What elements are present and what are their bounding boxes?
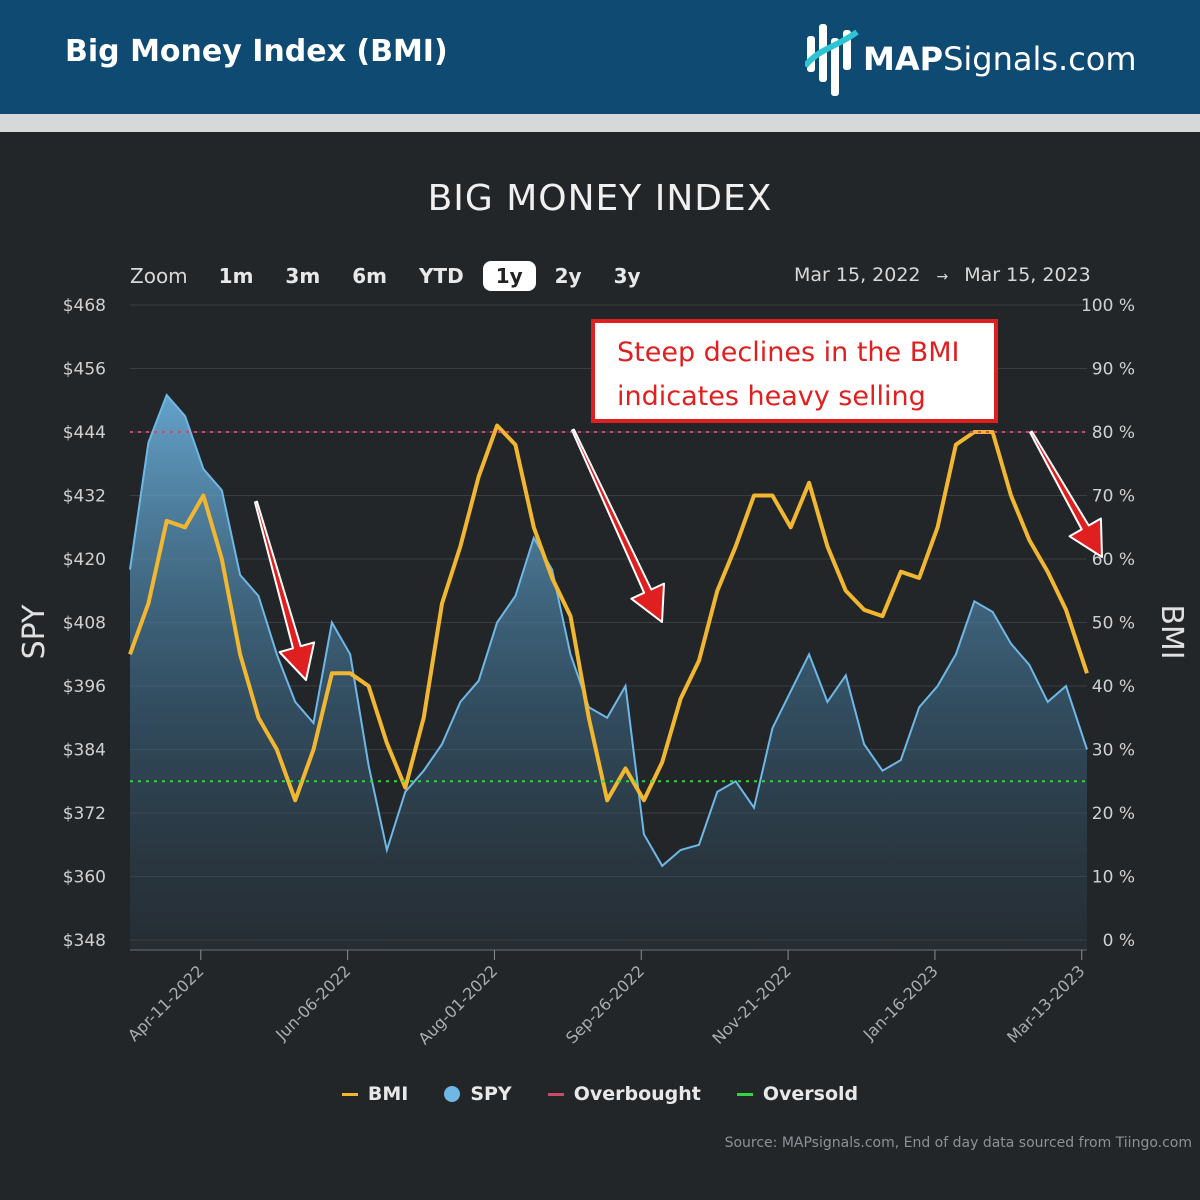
annotation-arrow-icon [571, 428, 665, 623]
legend-label-spy: SPY [470, 1083, 512, 1105]
y-left-tick-label: $360 [63, 868, 106, 888]
zoom-1y-button[interactable]: 1y [482, 261, 536, 291]
zoom-6m-button[interactable]: 6m [352, 264, 387, 288]
y-left-tick-label: $408 [63, 614, 106, 634]
zoom-3m-button[interactable]: 3m [285, 264, 321, 288]
legend-item-spy[interactable]: SPY [444, 1083, 512, 1105]
y-left-tick-label: $468 [63, 296, 106, 316]
source-note: Source: MAPsignals.com, End of day data … [724, 1135, 1192, 1151]
page-title: Big Money Index (BMI) [65, 34, 448, 69]
range-arrow-icon: → [936, 269, 949, 285]
y-right-tick-label: 90 % [1092, 360, 1135, 380]
overbought-legend-swatch-icon [547, 1092, 564, 1096]
x-tick-label: Jan-16-2023 [859, 961, 942, 1044]
y-right-tick-label: 80 % [1092, 423, 1135, 443]
zoom-3y-button[interactable]: 3y [613, 264, 641, 288]
y-left-tick-label: $432 [63, 487, 106, 507]
chart-title: BIG MONEY INDEX [427, 178, 773, 219]
y-left-tick-label: $396 [63, 677, 106, 697]
x-tick-label: Mar-13-2023 [1003, 961, 1088, 1046]
y-left-tick-label: $420 [63, 550, 106, 570]
header-divider [0, 114, 1200, 132]
spy-area-series [130, 395, 1087, 950]
annotation-box: Steep declines in the BMI indicates heav… [591, 319, 998, 423]
spy-legend-swatch-icon [444, 1086, 461, 1102]
y-right-tick-label: 40 % [1092, 677, 1135, 697]
y-left-tick-label: $348 [63, 931, 106, 951]
logo-bold-text: MAP [863, 40, 944, 78]
header-bar: Big Money Index (BMI) MAPSignals.com [0, 0, 1200, 114]
legend-item-bmi[interactable]: BMI [341, 1083, 409, 1105]
y-left-tick-label: $444 [63, 423, 106, 443]
annotation-line-2: indicates heavy selling [617, 381, 926, 412]
date-range: Mar 15, 2022 → Mar 15, 2023 [794, 264, 1091, 286]
zoom-2y-button[interactable]: 2y [554, 264, 582, 288]
zoom-label: Zoom [130, 264, 188, 288]
legend-label-bmi: BMI [367, 1083, 409, 1105]
y-right-tick-label: 70 % [1092, 487, 1135, 507]
legend-label-oversold: Oversold [762, 1083, 859, 1105]
legend-item-oversold[interactable]: Oversold [736, 1083, 859, 1105]
range-start-input[interactable]: Mar 15, 2022 [794, 264, 921, 286]
legend-item-overbought[interactable]: Overbought [547, 1083, 701, 1105]
range-end-input[interactable]: Mar 15, 2023 [964, 264, 1091, 286]
chart-legend: BMI SPY Overbought Oversold [0, 1083, 1200, 1105]
y-right-tick-label: 50 % [1092, 614, 1135, 634]
annotation-text: Steep declines in the BMI indicates heav… [617, 331, 997, 419]
legend-label-overbought: Overbought [573, 1083, 701, 1105]
bmi-legend-swatch-icon [341, 1092, 358, 1096]
annotation-line-1: Steep declines in the BMI [617, 337, 960, 368]
logo-regular-text: Signals.com [943, 40, 1137, 78]
y-left-tick-label: $456 [63, 360, 106, 380]
zoom-1m-button[interactable]: 1m [218, 264, 254, 288]
x-tick-label: Jun-06-2022 [271, 961, 354, 1044]
y-left-tick-label: $384 [63, 741, 106, 761]
mapsignals-bars-logo-icon [802, 24, 859, 96]
y-right-tick-label: 100 % [1081, 296, 1135, 316]
bmi-line-series [128, 423, 1089, 803]
x-tick-label: Aug-01-2022 [414, 961, 501, 1048]
annotation-arrow-icon [254, 500, 316, 681]
oversold-legend-swatch-icon [736, 1092, 753, 1096]
y-left-tick-label: $372 [63, 804, 106, 824]
annotation-arrow-icon [1029, 430, 1103, 558]
y-right-tick-label: 30 % [1092, 741, 1135, 761]
y-right-tick-label: 10 % [1092, 868, 1135, 888]
x-tick-label: Apr-11-2022 [124, 961, 208, 1045]
logo-wordmark: MAPSignals.com [863, 40, 1137, 78]
y-right-tick-label: 0 % [1103, 931, 1135, 951]
y-left-axis-title: SPY [17, 604, 52, 659]
y-right-axis-title: BMI [1154, 604, 1189, 659]
x-tick-label: Sep-26-2022 [562, 961, 648, 1047]
mapsignals-logo[interactable]: MAPSignals.com [802, 18, 1145, 98]
x-tick-label: Nov-21-2022 [708, 961, 795, 1048]
y-right-tick-label: 20 % [1092, 804, 1135, 824]
zoom-toolbar: Zoom 1m 3m 6m YTD 1y 2y 3y [130, 259, 660, 293]
spy-line-series [129, 393, 1088, 868]
zoom-ytd-button[interactable]: YTD [418, 264, 464, 288]
